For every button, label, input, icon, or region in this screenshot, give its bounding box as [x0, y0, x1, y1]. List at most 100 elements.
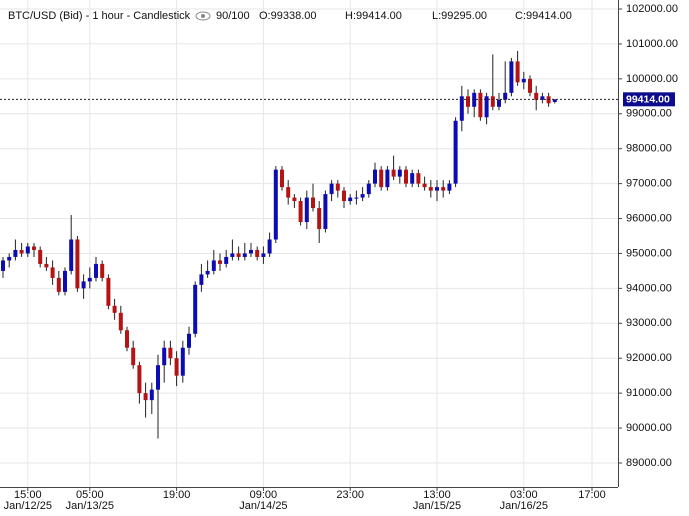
candle-body [447, 183, 452, 191]
candle-body [230, 253, 235, 257]
x-date-label: Jan/15/25 [413, 500, 461, 511]
y-tick-label: 90000.00 [626, 422, 672, 434]
candle-body [261, 253, 266, 257]
candle-body [236, 253, 241, 257]
candle-body [137, 365, 142, 394]
x-tick-label: 09:00 [250, 489, 278, 501]
candle-body [273, 169, 278, 240]
candle-body [503, 92, 508, 100]
candle-body [416, 173, 421, 184]
last-price-box [623, 92, 675, 107]
candle-body [211, 260, 216, 271]
candle-body [125, 330, 129, 348]
candle-body [224, 256, 229, 264]
grid [0, 0, 618, 487]
y-tick-label: 91000.00 [626, 387, 672, 399]
candle-body [385, 169, 390, 188]
y-tick-label: 102000.00 [626, 3, 678, 15]
x-date-label: Jan/16/25 [500, 500, 548, 511]
candle-body [187, 333, 191, 348]
candle-body [298, 201, 303, 223]
x-tick-label: 13:00 [423, 489, 451, 501]
candle-body [280, 169, 284, 188]
y-tick-label: 92000.00 [626, 352, 672, 364]
candle-body [515, 61, 520, 83]
x-tick-label: 03:00 [510, 489, 538, 501]
candle-body [94, 263, 98, 278]
candle-body [205, 270, 210, 275]
x-tick-label: 19:00 [163, 489, 191, 501]
candle-body [143, 393, 148, 401]
header-title: BTC/USD (Bid) - 1 hour - Candlestick [8, 10, 191, 22]
candle-body [484, 96, 489, 118]
candle-body [509, 61, 514, 93]
candle-body [1, 260, 5, 271]
candle-body [131, 347, 136, 366]
candle-body [156, 365, 160, 390]
candle-body [50, 267, 55, 278]
candle-body [435, 187, 439, 191]
candle-body [13, 249, 18, 257]
candle-body [19, 249, 24, 254]
candle-body [286, 187, 291, 198]
candle-body [311, 197, 315, 209]
candle-body [528, 78, 532, 93]
header-high: H:99414.00 [345, 10, 402, 22]
y-tick-label: 93000.00 [626, 317, 672, 329]
candle-body [249, 249, 253, 254]
candle-body [348, 197, 353, 202]
candle-body [75, 239, 80, 289]
candle-body [466, 96, 470, 107]
candle-body [366, 183, 371, 195]
candle-body [292, 197, 297, 202]
candle-body [112, 305, 117, 313]
candle-body [25, 246, 30, 254]
candle-body [490, 96, 495, 107]
candle-body [497, 99, 501, 107]
candle-body [329, 183, 334, 195]
y-tick-label: 96000.00 [626, 212, 672, 224]
header-close: C:99414.00 [515, 10, 572, 22]
candle-body [242, 253, 247, 257]
last-price-label: 99414.00 [626, 94, 670, 106]
candle-body [180, 347, 185, 376]
y-tick-label: 97000.00 [626, 178, 672, 190]
y-tick-label: 99000.00 [626, 108, 672, 120]
candle-body [149, 389, 154, 401]
candle-body [81, 281, 86, 289]
y-tick-label: 100000.00 [626, 73, 678, 85]
header-count: 90/100 [216, 10, 250, 22]
candle-body [540, 96, 545, 100]
candle-body [267, 239, 272, 254]
candle-body [199, 274, 204, 285]
candle-body [422, 183, 427, 188]
candle-body [552, 99, 557, 102]
header-open: O:99338.00 [259, 10, 317, 22]
candle-body [63, 270, 67, 292]
candle-body [174, 358, 179, 376]
candle-body [118, 312, 123, 331]
candle-body [459, 96, 464, 121]
candle-body [100, 263, 105, 278]
eye-icon [195, 11, 211, 21]
x-date-label: Jan/12/25 [4, 500, 52, 511]
candle-body [317, 208, 322, 230]
candle-body [323, 194, 328, 230]
y-tick-label: 95000.00 [626, 247, 672, 259]
y-tick-label: 98000.00 [626, 143, 672, 155]
candle-body [521, 78, 526, 83]
candle-body [453, 120, 458, 184]
candle-body [441, 187, 446, 191]
candle-body [342, 190, 346, 202]
candle-body [379, 169, 384, 188]
candle-body [404, 169, 408, 184]
candle-body [162, 347, 167, 366]
candle-body [534, 92, 539, 100]
candle-body [7, 256, 12, 261]
candle-body [218, 260, 222, 264]
x-tick-label: 23:00 [336, 489, 364, 501]
x-date-label: Jan/14/25 [239, 500, 287, 511]
candle-body [87, 277, 92, 282]
